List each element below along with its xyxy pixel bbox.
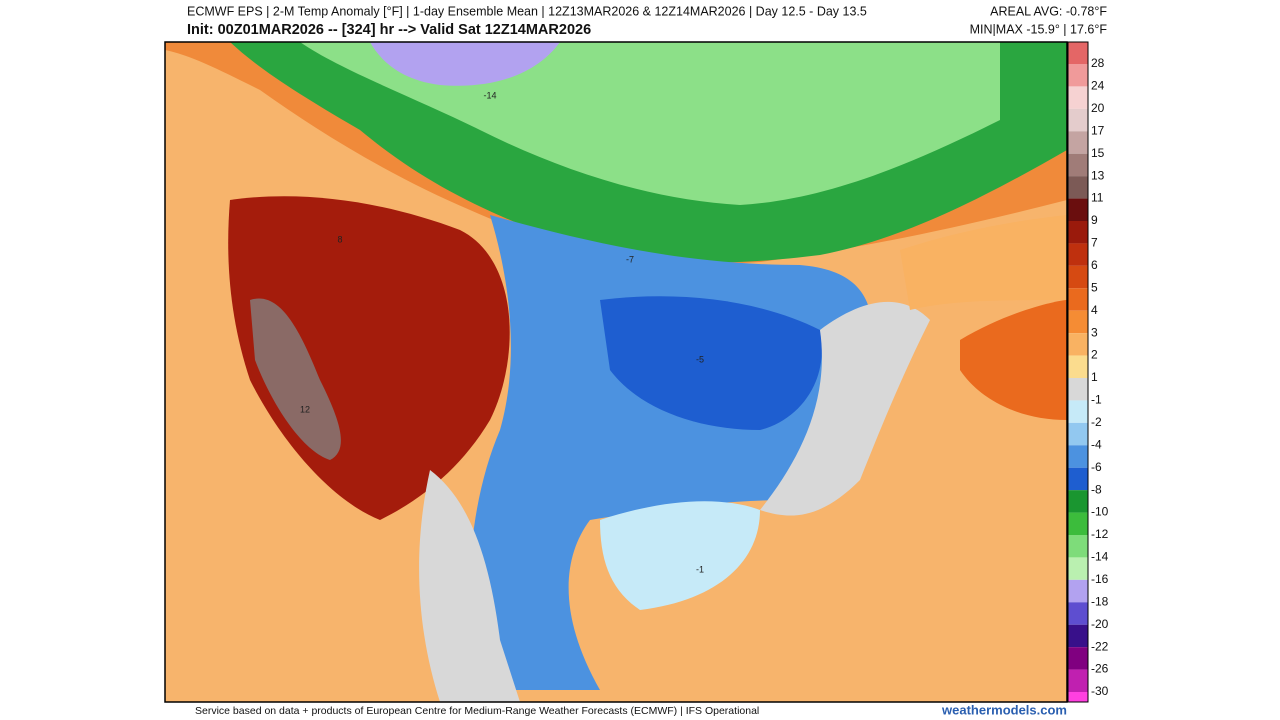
colorbar-label: -4 (1091, 437, 1102, 451)
colorbar-segment (1068, 198, 1088, 221)
header-line2: Init: 00Z01MAR2026 -- [324] hr --> Valid… (187, 22, 591, 38)
colorbar-segment (1068, 669, 1088, 692)
colorbar-segment (1068, 42, 1088, 64)
colorbar-label: 11 (1091, 191, 1104, 205)
colorbar-segment (1068, 692, 1088, 702)
colorbar-segment (1068, 310, 1088, 334)
map-frame (164, 41, 1068, 703)
colorbar-label: 2 (1091, 348, 1098, 362)
colorbar-segment (1068, 422, 1088, 446)
map-label: -5 (696, 354, 704, 364)
colorbar-label: 17 (1091, 123, 1105, 137)
site-link[interactable]: weathermodels.com (941, 702, 1067, 717)
colorbar-segment (1068, 64, 1088, 87)
colorbar-segment (1068, 153, 1088, 177)
colorbar-label: 9 (1091, 213, 1098, 227)
colorbar-label: -8 (1091, 482, 1102, 496)
map-label: -1 (696, 564, 704, 574)
map-label: -14 (483, 90, 496, 100)
colorbar-label: -18 (1091, 594, 1109, 608)
colorbar-label: 28 (1091, 56, 1105, 70)
colorbar-segment (1068, 400, 1088, 423)
colorbar-label: -10 (1091, 505, 1109, 519)
colorbar-label: 4 (1091, 303, 1098, 317)
colorbar-label: -1 (1091, 393, 1102, 407)
colorbar-label: -22 (1091, 639, 1109, 653)
map-label: 12 (300, 404, 310, 414)
colorbar-segment (1068, 355, 1088, 378)
colorbar-segment (1068, 108, 1088, 132)
map-label: -7 (626, 254, 634, 264)
colorbar-segment (1068, 221, 1088, 244)
colorbar-label: 13 (1091, 168, 1105, 182)
colorbar-label: 1 (1091, 370, 1098, 384)
colorbar-label: 6 (1091, 258, 1098, 272)
colorbar-segment (1068, 579, 1088, 603)
colorbar-label: 15 (1091, 146, 1105, 160)
colorbar-label: 24 (1091, 79, 1105, 93)
colorbar-label: 3 (1091, 325, 1098, 339)
header-line1: ECMWF EPS | 2-M Temp Anomaly [°F] | 1-da… (187, 4, 867, 18)
colorbar: 28 24 20 17 15 13 11 9 7 6 5 4 3 2 1 -1 -2 -4 -6 -8 -10 -12 -1… (1067, 41, 1109, 703)
colorbar-segment (1068, 86, 1088, 109)
colorbar-segment (1068, 243, 1088, 266)
colorbar-label: -14 (1091, 550, 1109, 564)
colorbar-segment (1068, 602, 1088, 625)
colorbar-label: 5 (1091, 280, 1098, 294)
colorbar-segment (1068, 535, 1088, 558)
colorbar-segment (1068, 467, 1088, 491)
areal-avg: AREAL AVG: -0.78°F (990, 4, 1107, 18)
colorbar-label: -16 (1091, 572, 1109, 586)
colorbar-label: -12 (1091, 527, 1109, 541)
colorbar-segment (1068, 176, 1088, 199)
colorbar-segment (1068, 333, 1088, 356)
colorbar-segment (1068, 288, 1088, 311)
colorbar-label: 20 (1091, 101, 1105, 115)
colorbar-label: -30 (1091, 684, 1109, 698)
min-max: MIN|MAX -15.9° | 17.6°F (970, 22, 1108, 36)
footer-credit: Service based on data + products of Euro… (195, 705, 759, 717)
colorbar-label: -2 (1091, 415, 1102, 429)
colorbar-label: 7 (1091, 236, 1098, 250)
colorbar-segment (1068, 265, 1088, 289)
colorbar-frame (1067, 41, 1089, 703)
map-label: 8 (337, 234, 342, 244)
colorbar-segment (1068, 445, 1088, 468)
map (165, 42, 1067, 702)
colorbar-segment (1068, 490, 1088, 513)
colorbar-label: -20 (1091, 617, 1109, 631)
colorbar-segment (1068, 624, 1088, 648)
colorbar-label: -6 (1091, 460, 1102, 474)
colorbar-segment (1068, 557, 1088, 580)
colorbar-segment (1068, 647, 1088, 670)
colorbar-segment (1068, 512, 1088, 535)
colorbar-segment (1068, 378, 1088, 401)
colorbar-label: -26 (1091, 662, 1109, 676)
colorbar-segment (1068, 131, 1088, 154)
